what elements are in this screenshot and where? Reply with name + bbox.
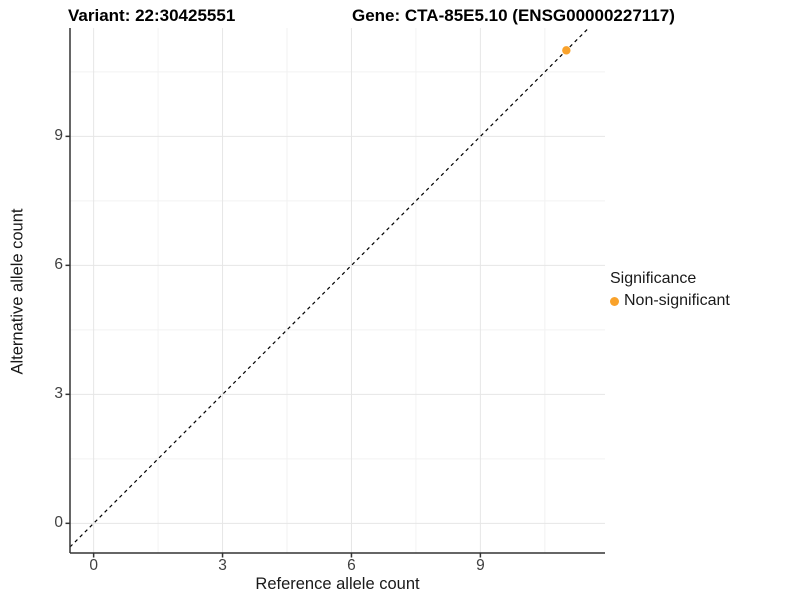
y-axis-title: Alternative allele count xyxy=(8,208,27,375)
identity-line xyxy=(69,27,590,548)
gene-title: Gene: CTA-85E5.10 (ENSG00000227117) xyxy=(352,6,675,25)
y-tick-label: 9 xyxy=(54,127,63,145)
y-tick-label: 3 xyxy=(54,385,63,403)
legend-item-label: Non-significant xyxy=(624,292,730,309)
y-tick-label: 6 xyxy=(54,256,63,274)
x-tick-label: 3 xyxy=(218,557,227,574)
legend-item-non-significant: Non-significant xyxy=(610,292,730,310)
legend-title: Significance xyxy=(610,270,697,287)
legend: Significance Non-significant xyxy=(610,270,730,310)
x-axis-title: Reference allele count xyxy=(255,575,420,593)
x-tick-label: 0 xyxy=(89,557,98,574)
y-tick-label: 0 xyxy=(54,514,63,532)
non-significant-dot-icon xyxy=(610,296,619,306)
x-tick-label: 6 xyxy=(347,557,356,574)
x-tick-label: 9 xyxy=(476,557,485,574)
variant-title: Variant: 22:30425551 xyxy=(68,6,236,25)
data-point xyxy=(562,46,571,55)
